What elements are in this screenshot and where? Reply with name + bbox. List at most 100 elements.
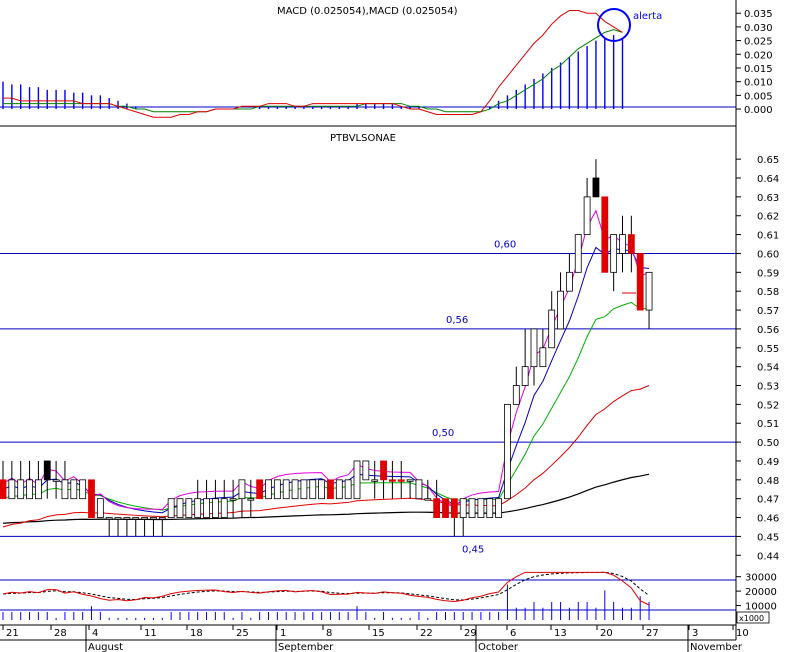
- x-day-label: 27: [646, 628, 659, 639]
- candle: [388, 460, 396, 499]
- candle: [220, 479, 228, 518]
- candle: [539, 328, 547, 368]
- candle: [627, 215, 635, 273]
- candle: [211, 479, 219, 518]
- candle-body: [380, 460, 387, 481]
- candle: [273, 479, 281, 500]
- candle: [424, 479, 432, 501]
- macd-y-tick-label: 0.005: [744, 91, 773, 102]
- candle-body: [158, 517, 166, 520]
- candle-body: [645, 271, 653, 311]
- candle-body: [70, 479, 78, 500]
- candle-body: [52, 479, 60, 482]
- candle-body: [150, 517, 157, 520]
- price-y-tick-label: 0.64: [757, 174, 779, 185]
- price-y-tick-label: 0.52: [757, 400, 779, 411]
- candle-body: [309, 479, 317, 500]
- x-day-label: 11: [144, 628, 157, 639]
- candle: [362, 460, 370, 481]
- candle-body: [8, 479, 16, 500]
- candle: [521, 328, 529, 386]
- candle-body: [468, 498, 476, 518]
- candle-body: [327, 479, 334, 500]
- candle: [406, 479, 414, 499]
- price-y-tick-label: 0.57: [757, 306, 779, 317]
- candle: [583, 178, 591, 236]
- candle-body: [371, 479, 379, 482]
- candle-body: [176, 498, 184, 518]
- price-y-tick-label: 0.60: [757, 249, 779, 260]
- candle: [645, 271, 653, 329]
- candle: [592, 159, 600, 198]
- x-day-label: 1: [280, 628, 286, 639]
- candle: [309, 479, 317, 500]
- candle: [433, 479, 441, 518]
- candle-body: [397, 479, 405, 482]
- candle: [353, 460, 361, 500]
- candle-body: [194, 498, 202, 518]
- candle-body: [282, 479, 290, 500]
- x-day-labels: 21 28 4 11 18 25 1 8 15 22 29 6 13 20 27 3 10: [2, 625, 749, 639]
- macd-y-tick-label: 0.015: [744, 64, 773, 75]
- x-month-label: September: [278, 642, 334, 652]
- alert-circle: [597, 8, 631, 42]
- candle-body: [96, 498, 104, 518]
- price-y-tick-label: 0.49: [757, 457, 779, 468]
- price-y-tick-label: 0.56: [757, 325, 779, 336]
- price-y-tick-label: 0.51: [757, 419, 779, 430]
- price-y-tick-label: 0.59: [757, 268, 779, 279]
- macd-y-axis: 0.035 0.030 0.025 0.020 0.015 0.010 0.005 0.000: [736, 9, 773, 116]
- macd-y-tick-label: 0.030: [744, 23, 773, 34]
- volume-bars: [2, 584, 650, 620]
- candle-body: [521, 366, 529, 386]
- price-y-tick-label: 0.62: [757, 212, 779, 223]
- candle-body: [0, 479, 7, 500]
- price-level-label: 0,56: [446, 315, 468, 326]
- volume-panel: 30000 20000 10000 x1000: [0, 571, 777, 624]
- candle-body: [114, 517, 122, 520]
- candle: [636, 253, 644, 311]
- candle: [282, 479, 290, 500]
- candle-body: [132, 517, 140, 520]
- price-y-tick-label: 0.46: [757, 514, 779, 525]
- candle: [477, 498, 485, 518]
- candle: [96, 498, 104, 518]
- candle-body: [566, 271, 573, 292]
- candle: [43, 460, 51, 499]
- volume-y-axis: 30000 20000 10000: [736, 573, 777, 613]
- candle-body: [619, 234, 626, 254]
- candle-body: [548, 309, 556, 349]
- candle-body: [35, 479, 42, 500]
- candle-body: [185, 498, 193, 518]
- price-y-tick-label: 0.65: [757, 155, 779, 166]
- candle: [344, 479, 352, 500]
- candle-body: [61, 479, 69, 500]
- volume-y-tick-label: 30000: [745, 573, 777, 584]
- candle: [335, 479, 343, 500]
- candle-body: [79, 479, 87, 500]
- candle: [468, 498, 476, 518]
- price-candles: [0, 159, 653, 537]
- candle: [610, 234, 618, 292]
- volume-dashed-line: [2, 571, 650, 601]
- price-y-tick-label: 0.61: [757, 231, 779, 242]
- candle-body: [141, 517, 149, 520]
- x-month-label: August: [88, 642, 123, 652]
- candle-body: [512, 385, 520, 405]
- price-y-tick-label: 0.50: [757, 438, 779, 449]
- candle: [17, 460, 25, 500]
- candle-body: [539, 347, 547, 368]
- candle: [0, 460, 7, 500]
- candle: [70, 479, 78, 500]
- candle: [141, 517, 149, 537]
- candle: [35, 460, 42, 500]
- price-y-tick-label: 0.55: [757, 344, 779, 355]
- x-day-label: 15: [372, 628, 385, 639]
- x-day-label: 28: [54, 628, 67, 639]
- macd-panel: MACD (0.025054),MACD (0.025054) alerta 0…: [0, 6, 773, 127]
- x-day-label: 22: [420, 628, 433, 639]
- candle-body: [530, 328, 538, 368]
- x-axis: 21 28 4 11 18 25 1 8 15 22 29 6 13 20 27 3 10 August Sept…: [0, 624, 749, 652]
- candle-body: [344, 479, 352, 500]
